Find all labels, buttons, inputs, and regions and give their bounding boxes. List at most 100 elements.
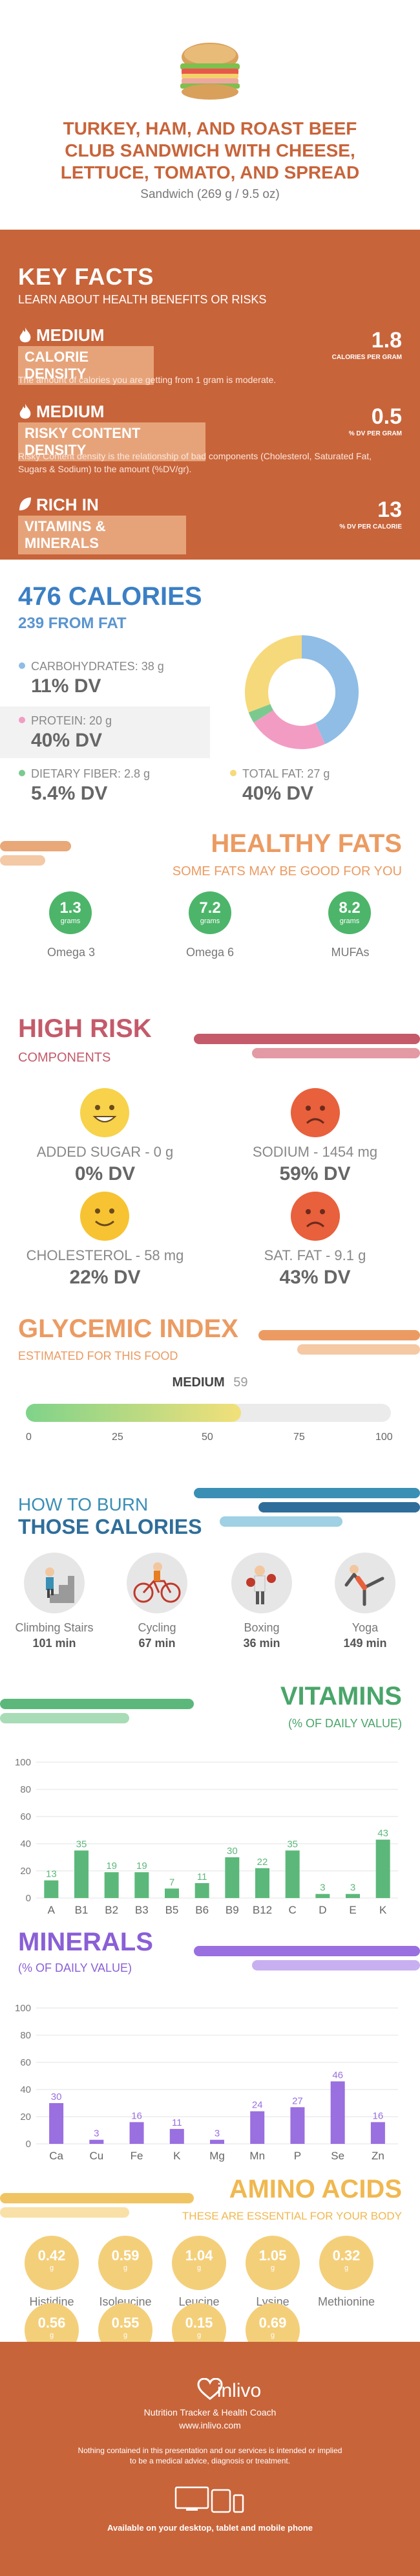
calories-from-fat: 239 FROM FAT [18,615,127,632]
x-tick-label: Mn [249,2150,265,2162]
amino-unit: g [344,2264,349,2272]
footer: inlivo Nutrition Tracker & Health Coach … [0,2342,420,2576]
stairs-min: 101 min [32,1637,76,1650]
glycemic-tick: 50 [202,1432,213,1443]
bar-k [169,2128,184,2144]
bar-value-label: 24 [252,2100,263,2111]
omega6-value: 7.2 [199,899,221,917]
bar-c [285,1850,300,1898]
donut-slice-carbohydrates [301,635,359,745]
x-tick-label: C [289,1904,297,1916]
bar-b12 [255,1868,269,1898]
calorie-density-desc: The amount of calories you are getting f… [18,375,277,385]
x-tick-label: B6 [195,1904,209,1916]
donut-slice-protein [253,710,326,749]
vitamins-richness-value: 13 [377,497,402,522]
bar-value-label: 30 [51,2091,62,2102]
vitamins-richness-label: VITAMINS & MINERALS [18,516,186,554]
bar-b5 [165,1888,179,1898]
y-tick-label: 100 [15,1757,31,1768]
stairs-label: Climbing Stairs [15,1621,94,1634]
cholesterol-dv: 22% DV [69,1267,141,1288]
bar-k [375,1839,390,1898]
bar-value-label: 16 [131,2110,142,2121]
mufas-value: 8.2 [339,899,361,917]
glycemic-value: 59 [233,1375,248,1390]
brand-tagline: Nutrition Tracker & Health Coach [143,2407,277,2418]
amino-unit: g [123,2331,128,2339]
x-tick-label: B5 [165,1904,179,1916]
cycling-label: Cycling [138,1621,176,1634]
amino-value: 0.15 [185,2315,213,2331]
bar-value-label: 43 [377,1828,388,1839]
amino-value: 1.04 [185,2247,213,2264]
omega6-circle: 7.2 grams [189,891,231,934]
fat-dv: 40% DV [242,783,314,804]
devices-icon [0,2485,420,2516]
glycemic-tick: 25 [112,1432,123,1443]
bar-se [330,2081,345,2144]
availability-text: Available on your desktop, tablet and mo… [107,2523,313,2533]
protein-label: PROTEIN: 20 g [31,714,112,727]
disclaimer-line: to be a medical advice, diagnosis or tre… [129,2456,291,2465]
amino-value: 0.56 [37,2315,66,2331]
x-tick-label: Zn [372,2150,384,2162]
bar-value-label: 35 [287,1839,298,1850]
carbs-dv: 11% DV [31,675,101,697]
bar-b6 [194,1883,209,1898]
bar-value-label: 19 [106,1861,117,1872]
amino-circle: 0.42 g [25,2236,79,2290]
y-tick-label: 40 [20,1839,31,1850]
x-tick-label: Ca [49,2150,63,2162]
omega6-label: Omega 6 [185,946,235,959]
flame-icon [18,327,32,348]
decor-stripe [0,1699,194,1723]
calorie-density-unit: CALORIES PER GRAM [331,354,402,361]
y-tick-label: 80 [20,1784,31,1795]
disclaimer-line: Nothing contained in this presentation a… [78,2446,342,2455]
omega3-label: Omega 3 [47,946,96,959]
bar-value-label: 22 [257,1857,268,1868]
minerals-subtitle: (% OF DAILY VALUE) [18,1961,132,1974]
bar-value-label: 3 [320,1883,325,1894]
bar-value-label: 46 [332,2069,343,2080]
decor-stripe [194,1034,420,1058]
x-tick-label: B12 [253,1904,272,1916]
bicycle-icon [127,1553,187,1613]
amino-name: Methionine [317,2295,375,2308]
burn-title-1: HOW TO BURN [18,1494,149,1514]
y-tick-label: 0 [26,2139,31,2150]
stairs-icon [24,1553,85,1613]
fiber-dv: 5.4% DV [31,783,108,804]
carbs-dot [18,661,26,673]
smile-face-icon [80,1192,129,1241]
brand-url[interactable]: www.inlivo.com [179,2420,241,2430]
bar-zn [370,2122,385,2144]
x-tick-label: Se [331,2150,344,2162]
amino-unit: g [123,2264,128,2272]
title-line: LETTUCE, TOMATO, AND SPREAD [60,162,360,182]
protein-dv: 40% DV [31,730,103,751]
glycemic-tick: 100 [375,1432,393,1443]
amino-value: 0.69 [258,2315,287,2331]
bar-value-label: 3 [350,1883,355,1894]
calorie-density-level: MEDIUM [36,325,105,345]
key-facts-section: KEY FACTS LEARN ABOUT HEALTH BENEFITS OR… [0,230,420,560]
mufas-label: MUFAs [331,946,370,959]
healthy-fats-subtitle: SOME FATS MAY BE GOOD FOR YOU [172,864,402,879]
calorie-density-value: 1.8 [371,328,402,353]
added-sugar-dv: 0% DV [74,1163,136,1184]
vitamins-subtitle: (% OF DAILY VALUE) [288,1717,402,1730]
bar-value-label: 11 [197,1872,207,1883]
fiber-dot [18,769,26,780]
high-risk-subtitle: COMPONENTS [18,1051,111,1065]
bar-cu [89,2139,104,2144]
vitamins-richness-level: RICH IN [36,495,99,514]
amino-unit: g [270,2264,275,2272]
x-tick-label: Fe [131,2150,143,2162]
yoga-min: 149 min [343,1637,387,1650]
x-tick-label: E [349,1904,356,1916]
risky-density-unit: % DV PER GRAM [348,430,402,437]
bar-value-label: 16 [373,2110,384,2121]
risky-density-value: 0.5 [371,404,402,429]
